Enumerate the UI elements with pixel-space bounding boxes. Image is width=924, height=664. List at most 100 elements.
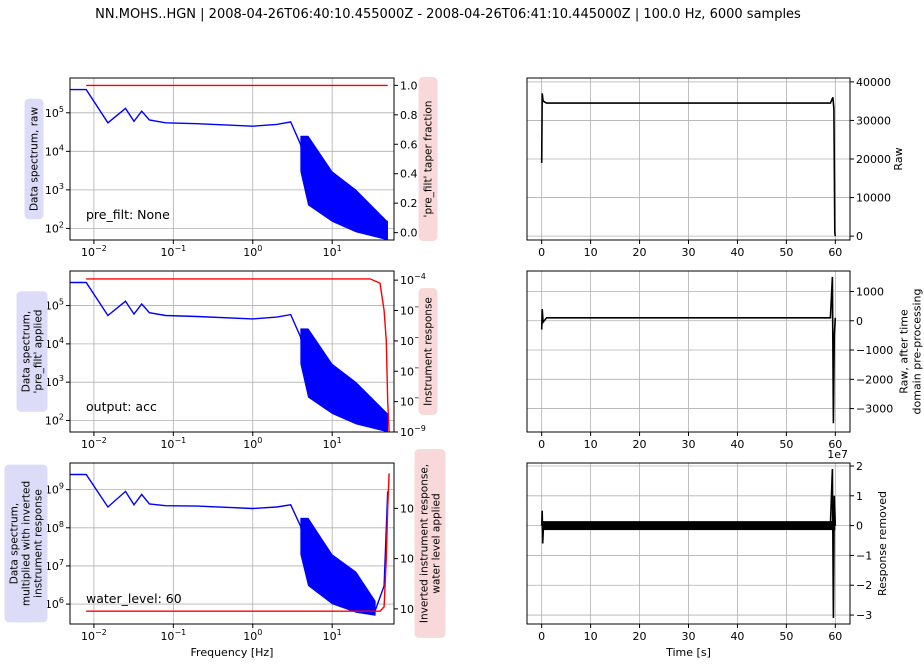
y-tick-label: −3000: [856, 403, 893, 416]
twin-y-tick-label: 0.6: [400, 138, 418, 151]
twin-y-tick-label: 1.0: [400, 79, 418, 92]
x-tick-label: 40: [730, 246, 744, 259]
y-tick-label: −2000: [856, 373, 893, 386]
panel-annotation: pre_filt: None: [86, 207, 170, 222]
x-tick-label: 60: [828, 630, 842, 643]
x-tick-label: 30: [682, 630, 696, 643]
twin-y-tick-label: 10−4: [400, 272, 426, 287]
x-tick-label: 30: [682, 438, 696, 451]
y-tick-label: −3: [856, 609, 872, 622]
x-tick-label: 50: [779, 438, 793, 451]
spectrum-line: [70, 281, 389, 430]
x-tick-label: 100: [243, 244, 262, 259]
y-tick-label: 107: [45, 558, 64, 573]
x-tick-label: 20: [633, 630, 647, 643]
trace-panel-1: 0 10 20 30 40 50 60 0 10000 20000 30000 40000 Raw: [526, 76, 905, 259]
twin-axis-label-text: Instrument response: [423, 297, 435, 406]
y-tick-label: 108: [45, 520, 64, 535]
x-tick-label: 100: [243, 436, 262, 451]
y-tick-label: −1: [856, 549, 872, 562]
y-tick-label: 103: [45, 374, 64, 389]
y-tick-label: 0: [856, 230, 863, 243]
twin-axis-label-box: [418, 77, 438, 241]
twin-axis-label-group: Inverted instrument response, water level…: [414, 449, 446, 638]
y-tick-label: 40000: [856, 76, 891, 89]
y-tick-label: 0: [856, 520, 863, 533]
response-line: [86, 473, 390, 612]
y-axis-label-text: instrument response: [33, 489, 45, 598]
y-axis-label: Raw, after time: [898, 309, 911, 394]
trace-panel-3: 0 10 20 30 40 50 60 −3 −2 −1 0 1 2 Response removed 1e…: [526, 448, 889, 659]
y-tick-label: 102: [45, 412, 64, 427]
y-tick-label: −1000: [856, 344, 893, 357]
y-axis-label-text: 'pre_filt' applied: [33, 310, 45, 394]
y-axis-label-box: [4, 464, 48, 623]
response-line: [86, 278, 390, 433]
y-axis-label-group: Response removed: [876, 491, 889, 596]
axes-frame: [69, 270, 395, 433]
x-tick-label: 30: [682, 246, 696, 259]
y-axis-label-group: Data spectrum, raw: [24, 98, 44, 220]
twin-y-tick-label: 10−9: [400, 424, 426, 439]
trace-noise-band: [541, 521, 836, 531]
axes-frame: [69, 77, 395, 241]
y-axis-label-group: Raw: [892, 147, 905, 170]
x-tick-label: 40: [730, 438, 744, 451]
twin-y-tick-label: 0.8: [400, 109, 418, 122]
x-tick-label: 100: [243, 628, 262, 643]
x-tick-label: 60: [828, 438, 842, 451]
twin-axis-label-text: Inverted instrument response,: [419, 464, 431, 623]
x-tick-label: 20: [633, 438, 647, 451]
trace-line: [540, 276, 837, 424]
x-tick-label: 20: [633, 246, 647, 259]
y-axis-label-group: Data spectrum, multiplied with inverted in…: [4, 464, 48, 623]
trace-line: [540, 93, 837, 237]
twin-axis-label-box: [418, 288, 438, 415]
y-tick-label: 1000: [856, 285, 884, 298]
spectrum-panel-1: 10−2 10−1 100 101 102 103 104 105 0.0 0.2 0.4 0.6 0.…: [24, 77, 438, 259]
y-tick-label: 20000: [856, 153, 891, 166]
y-axis-label-text: Data spectrum,: [9, 503, 21, 584]
y-tick-label: 104: [45, 143, 64, 158]
spectrum-line: [70, 473, 389, 612]
x-tick-label: 60: [828, 246, 842, 259]
y-tick-label: 10000: [856, 192, 891, 205]
y-tick-label: 104: [45, 336, 64, 351]
y-axis-label: Raw: [892, 147, 905, 170]
twin-axis-label-box: [414, 449, 446, 638]
y-axis-label-text: Data spectrum,: [21, 311, 33, 392]
x-tick-label: 0: [538, 438, 545, 451]
x-axis-label: Time [s]: [665, 646, 711, 659]
y-scale-label: 1e7: [827, 448, 848, 461]
axes-frame: [69, 462, 395, 625]
y-axis-label-box: [24, 98, 44, 220]
twin-axis-label-group: 'pre_filt' taper fraction: [418, 77, 438, 241]
y-tick-label: 105: [45, 298, 64, 313]
x-tick-label: 10−1: [160, 436, 186, 451]
axes-frame: [526, 270, 851, 433]
y-tick-label: 103: [45, 182, 64, 197]
spectrum-band: [300, 517, 376, 616]
y-tick-label: 109: [45, 482, 64, 497]
y-tick-label: 0: [856, 315, 863, 328]
figure-title: NN.MOHS..HGN | 2008-04-26T06:40:10.45500…: [95, 7, 801, 22]
x-tick-label: 10−2: [81, 436, 107, 451]
y-axis-label: domain pre-processing: [911, 289, 924, 415]
twin-axis-label-text: 'pre_filt' taper fraction: [423, 101, 435, 218]
y-tick-label: 1: [856, 490, 863, 503]
x-tick-label: 101: [323, 628, 342, 643]
y-axis-label-box: [16, 291, 48, 412]
axes-frame: [526, 462, 851, 625]
y-tick-label: 102: [45, 220, 64, 235]
y-tick-label: 2: [856, 460, 863, 473]
x-tick-label: 10−1: [160, 244, 186, 259]
x-tick-label: 50: [779, 630, 793, 643]
spectrum-line: [70, 88, 388, 223]
twin-y-tick-label: 0.0: [400, 227, 418, 240]
x-tick-label: 50: [779, 246, 793, 259]
twin-axis-label-group: Instrument response: [418, 288, 438, 415]
x-tick-label: 40: [730, 630, 744, 643]
y-axis-label-group: Raw, after time domain pre-processing: [898, 289, 924, 415]
y-axis-label: Response removed: [876, 491, 889, 596]
